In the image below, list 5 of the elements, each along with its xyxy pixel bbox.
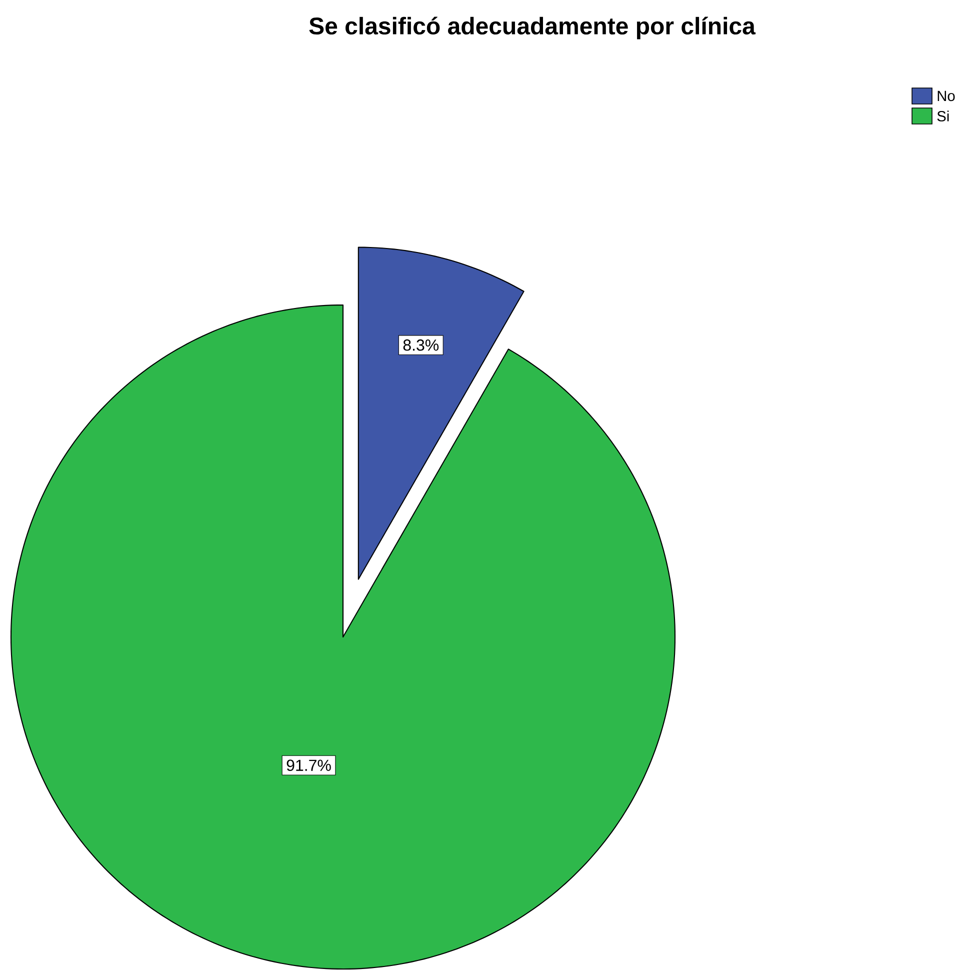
data-label: 8.3% — [403, 339, 439, 351]
legend-label: Si — [937, 110, 949, 122]
data-label: 91.7% — [286, 760, 331, 771]
chart-title: Se clasificó adecuadamente por clínica — [309, 16, 756, 40]
legend-label: No — [938, 90, 955, 102]
